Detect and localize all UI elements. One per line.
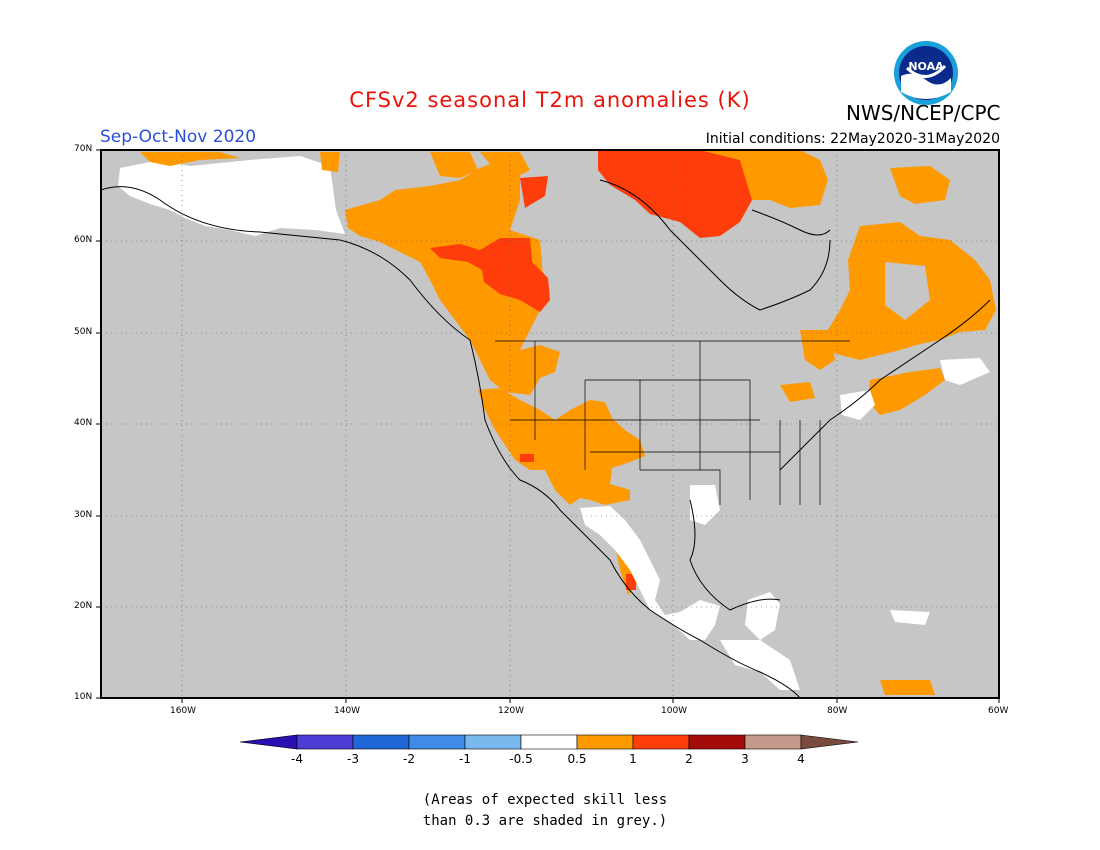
colorbar-label: 4 bbox=[797, 752, 805, 766]
y-tick-label: 40N bbox=[74, 418, 93, 428]
region-texas-white bbox=[690, 485, 720, 525]
logo-text: NOAA bbox=[908, 60, 944, 73]
region-nwt-red bbox=[520, 176, 548, 208]
region-yukon-north-orange bbox=[320, 152, 340, 172]
region-western-canada-orange bbox=[345, 160, 560, 395]
region-ontario-orange bbox=[800, 330, 835, 370]
region-mexico-coast-red bbox=[626, 574, 636, 590]
colorbar-label: 2 bbox=[685, 752, 693, 766]
region-alaska-white bbox=[118, 156, 345, 236]
x-tick-label: 60W bbox=[988, 706, 1009, 716]
region-sa-orange bbox=[880, 680, 935, 695]
region-4corners-red bbox=[520, 454, 534, 462]
colorbar-label: -3 bbox=[347, 752, 359, 766]
y-tick-label: 50N bbox=[74, 327, 93, 337]
colorbar-bin bbox=[464, 734, 522, 750]
x-tick-label: 120W bbox=[498, 706, 525, 716]
axis-ticks bbox=[96, 149, 1000, 703]
region-bc-coast-orange bbox=[430, 152, 478, 178]
y-tick-label: 10N bbox=[74, 692, 93, 702]
colorbar-bin bbox=[352, 734, 410, 750]
colorbar-label: 3 bbox=[741, 752, 749, 766]
region-us-west-orange bbox=[478, 388, 645, 505]
colorbar-bin bbox=[296, 734, 354, 750]
region-caribbean-white bbox=[890, 610, 930, 625]
region-prairie-red bbox=[430, 238, 550, 312]
noaa-logo-icon: NOAA bbox=[894, 41, 958, 105]
colorbar-label: -1 bbox=[459, 752, 471, 766]
region-mexico-white bbox=[580, 506, 720, 640]
page-title: CFSv2 seasonal T2m anomalies (K) bbox=[349, 88, 751, 112]
region-quebec-grey-patch bbox=[885, 262, 930, 320]
skill-note-line2: than 0.3 are shaded in grey.) bbox=[422, 813, 668, 829]
colorbar-bin bbox=[688, 734, 746, 750]
region-baffin-orange bbox=[890, 166, 950, 204]
region-central-america-white bbox=[720, 640, 800, 690]
colorbar-label: -2 bbox=[403, 752, 415, 766]
x-tick-label: 80W bbox=[827, 706, 848, 716]
region-maritimes-white bbox=[940, 358, 990, 385]
colorbar-label: 0.5 bbox=[567, 752, 587, 766]
colorbar-bin bbox=[632, 734, 690, 750]
region-nwt-orange bbox=[480, 152, 530, 178]
coastlines bbox=[100, 179, 991, 699]
region-alaska-north-orange bbox=[140, 152, 240, 166]
colorbar-min-arrow bbox=[239, 734, 298, 750]
colorbar-label: -0.5 bbox=[509, 752, 533, 766]
region-newengland-orange bbox=[868, 368, 945, 415]
x-tick-label: 100W bbox=[661, 706, 688, 716]
y-tick-label: 70N bbox=[74, 144, 93, 154]
region-yucatan-white bbox=[745, 592, 780, 640]
region-east-white bbox=[840, 390, 875, 420]
colorbar-max-arrow bbox=[800, 734, 859, 750]
colorbar-label: -4 bbox=[291, 752, 303, 766]
org-label: NWS/NCEP/CPC bbox=[846, 101, 1001, 125]
y-tick-label: 60N bbox=[74, 235, 93, 245]
colorbar bbox=[239, 734, 859, 750]
colorbar-bin bbox=[576, 734, 634, 750]
initial-conditions: Initial conditions: 22May2020-31May2020 bbox=[705, 131, 1000, 147]
colorbar-bin bbox=[520, 734, 578, 750]
colorbar-label: 1 bbox=[629, 752, 637, 766]
skill-note: (Areas of expected skill less than 0.3 a… bbox=[380, 790, 710, 832]
x-tick-label: 140W bbox=[334, 706, 361, 716]
colorbar-bin bbox=[408, 734, 466, 750]
season-label: Sep-Oct-Nov 2020 bbox=[100, 127, 257, 147]
state-borders bbox=[495, 340, 850, 505]
region-nunavut-red bbox=[598, 150, 752, 238]
colorbar-bin bbox=[744, 734, 802, 750]
region-great-lakes-orange bbox=[780, 382, 815, 402]
y-tick-label: 30N bbox=[74, 510, 93, 520]
y-tick-label: 20N bbox=[74, 601, 93, 611]
skill-note-line1: (Areas of expected skill less bbox=[422, 792, 668, 808]
x-tick-label: 160W bbox=[170, 706, 197, 716]
region-nunavut-orange bbox=[700, 150, 828, 208]
